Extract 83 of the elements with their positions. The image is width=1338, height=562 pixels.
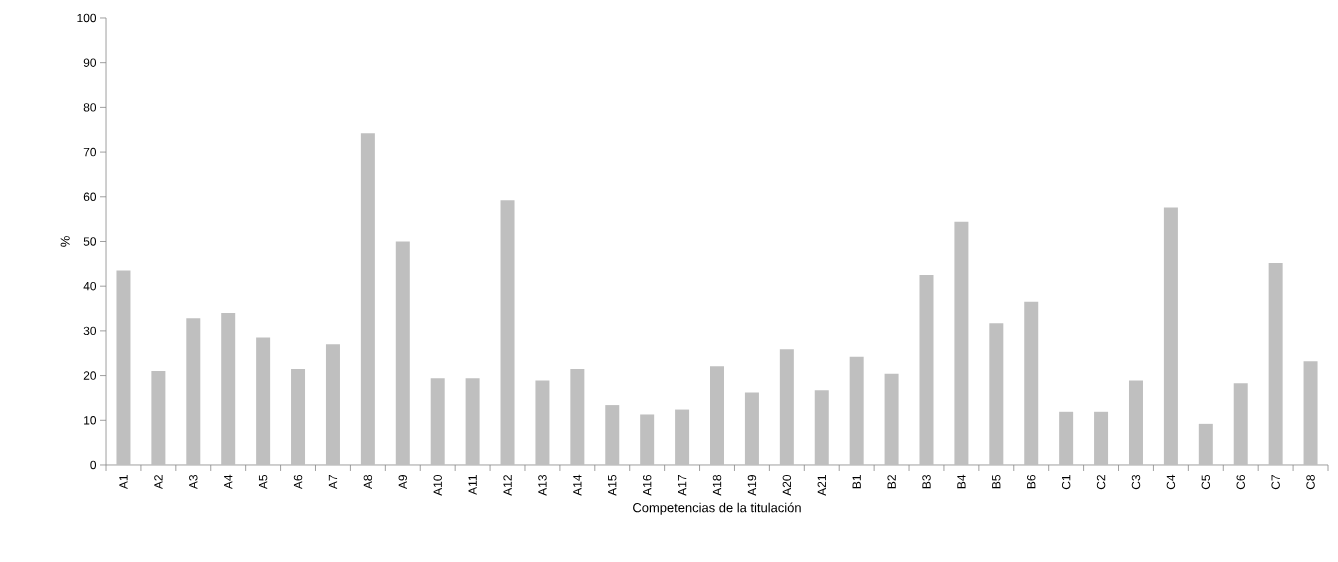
x-tick-label: B4: [957, 474, 966, 489]
x-tick-label: B6: [1027, 475, 1036, 489]
x-tick-label: A1: [119, 475, 128, 490]
x-tick-label: B5: [992, 475, 1001, 489]
x-tick-label: B1: [852, 475, 861, 489]
bar: [535, 380, 550, 465]
x-tick-label: A12: [503, 475, 512, 496]
bar: [1198, 423, 1213, 465]
x-tick-label: A10: [433, 474, 442, 496]
bar: [151, 371, 166, 465]
x-tick-label: A4: [224, 474, 233, 490]
x-tick-label: A19: [747, 475, 757, 496]
x-tick-label: A5: [258, 475, 268, 490]
bar: [395, 241, 410, 465]
bar: [1163, 207, 1178, 465]
x-tick-label: A17: [677, 475, 687, 496]
bar: [779, 349, 794, 465]
bar: [954, 221, 969, 465]
y-tick-label: 80: [83, 103, 97, 112]
bar: [570, 368, 585, 465]
bar: [640, 414, 655, 465]
bar: [465, 378, 480, 465]
bar: [989, 323, 1004, 465]
bar: [186, 318, 201, 465]
x-tick-label: C5: [1201, 475, 1211, 490]
bar: [1303, 361, 1318, 465]
x-tick-label: C8: [1306, 475, 1315, 490]
x-tick-label: A11: [468, 475, 477, 495]
y-tick-label: 0: [90, 460, 97, 470]
x-tick-label: A7: [328, 475, 338, 490]
x-tick-label: A3: [189, 475, 198, 490]
x-tick-label: A6: [293, 475, 303, 490]
bar: [360, 133, 375, 465]
x-tick-label: A13: [538, 475, 547, 496]
x-tick-label: A14: [573, 474, 582, 496]
x-tick-label: A21: [817, 475, 826, 496]
x-tick-label: A2: [154, 475, 163, 490]
x-tick-label: A20: [782, 474, 792, 496]
x-tick-label: B3: [922, 475, 931, 489]
bar: [1024, 301, 1039, 465]
bar: [744, 392, 759, 465]
bar: [500, 200, 515, 465]
bar: [256, 337, 271, 465]
x-tick-label: A15: [608, 475, 617, 496]
x-axis-title: Competencias de la titulación: [633, 502, 801, 515]
bar: [675, 409, 690, 465]
y-tick-label: 60: [83, 192, 97, 202]
y-axis-title: %: [60, 236, 70, 247]
x-tick-label: C4: [1166, 474, 1176, 490]
bar: [221, 313, 236, 465]
y-tick-label: 100: [77, 13, 97, 23]
x-tick-label: C6: [1236, 475, 1245, 490]
y-tick-label: 50: [83, 237, 97, 246]
bar: [1233, 383, 1248, 465]
bar: [1128, 380, 1143, 465]
y-tick-label: 20: [83, 371, 97, 380]
bar: [325, 344, 340, 465]
x-tick-label: C7: [1271, 475, 1280, 490]
bar: [884, 373, 899, 465]
bar: [849, 356, 864, 465]
y-tick-label: 90: [83, 58, 97, 67]
bar: [814, 390, 829, 465]
x-tick-label: A8: [363, 475, 373, 490]
bar: [710, 366, 725, 465]
x-tick-label: A9: [398, 475, 408, 490]
bar: [605, 405, 620, 465]
x-tick-label: C2: [1096, 475, 1106, 490]
x-tick-label: C1: [1061, 475, 1071, 490]
bar: [291, 368, 306, 465]
y-tick-label: 30: [83, 326, 97, 336]
x-tick-label: A18: [712, 475, 722, 496]
y-tick-label: 40: [83, 281, 97, 291]
bar: [1059, 411, 1074, 465]
y-tick-label: 70: [83, 147, 97, 157]
bar: [430, 378, 445, 465]
bar: [1094, 411, 1109, 465]
y-tick-label: 10: [84, 416, 97, 425]
x-tick-label: A16: [642, 475, 652, 496]
bar: [1268, 262, 1283, 465]
x-tick-label: B2: [887, 475, 896, 489]
x-tick-label: C3: [1131, 475, 1141, 490]
bar: [919, 275, 934, 465]
bar: [116, 270, 131, 465]
